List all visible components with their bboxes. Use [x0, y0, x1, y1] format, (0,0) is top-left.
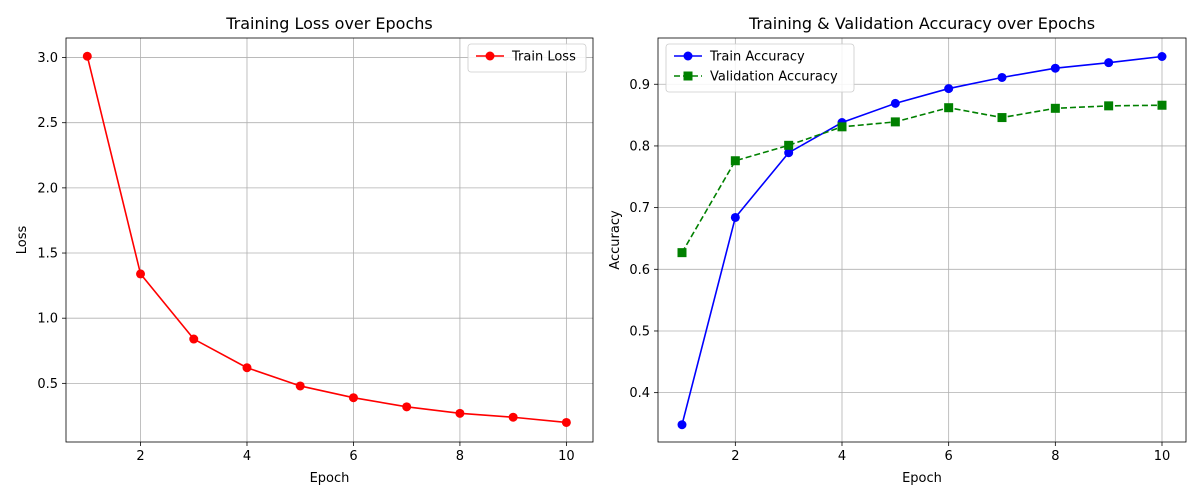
chart-title: Training Loss over Epochs — [225, 14, 433, 33]
data-point — [136, 269, 146, 279]
data-point — [784, 140, 794, 150]
y-tick-label: 0.5 — [37, 377, 58, 392]
data-point — [189, 334, 199, 344]
legend-label: Validation Accuracy — [710, 70, 838, 85]
data-point — [997, 72, 1007, 82]
legend-label: Train Loss — [511, 50, 576, 65]
y-tick-label: 0.7 — [629, 201, 650, 216]
legend-box — [467, 43, 587, 73]
y-tick-label: 0.8 — [629, 139, 650, 154]
x-tick-label: 10 — [1154, 449, 1171, 464]
x-tick-label: 6 — [349, 449, 357, 464]
loss-chart: 2 4 6 8 10 0.5 1.0 1.5 2.0 2.5 3.0 Training Loss ov… — [15, 14, 594, 486]
data-point — [837, 122, 847, 132]
x-tick-label: 10 — [558, 449, 575, 464]
plot-frame — [65, 37, 594, 443]
y-tick-label: 0.9 — [629, 78, 650, 93]
y-tick-label: 0.5 — [629, 324, 650, 339]
data-point — [508, 412, 518, 422]
y-tick-label: 3.0 — [37, 51, 58, 66]
x-tick-label: 8 — [456, 449, 464, 464]
data-point — [455, 408, 465, 418]
data-point — [944, 103, 954, 113]
data-point — [784, 148, 794, 158]
data-point — [944, 84, 954, 94]
x-axis-label: Epoch — [902, 471, 942, 486]
x-tick-label: 2 — [136, 449, 144, 464]
x-tick-label: 2 — [731, 449, 739, 464]
data-point — [730, 212, 740, 222]
plot-frame — [657, 37, 1187, 443]
legend-marker — [683, 71, 693, 81]
data-point — [348, 393, 358, 403]
data-point — [677, 420, 687, 430]
data-point — [561, 417, 571, 427]
data-point — [677, 248, 687, 258]
y-tick-label: 0.6 — [629, 263, 650, 278]
legend-marker — [683, 51, 693, 61]
data-point — [295, 381, 305, 391]
y-tick-label: 1.0 — [37, 312, 58, 327]
legend-label: Train Accuracy — [709, 50, 805, 65]
data-point — [890, 117, 900, 127]
legend-box — [665, 43, 855, 93]
data-point — [242, 363, 252, 373]
data-point — [82, 51, 92, 61]
y-axis-label: Accuracy — [608, 210, 623, 270]
x-tick-label: 8 — [1051, 449, 1059, 464]
x-tick-label: 6 — [945, 449, 953, 464]
x-axis-label: Epoch — [310, 471, 350, 486]
data-point — [1104, 58, 1114, 68]
y-tick-label: 1.5 — [37, 247, 58, 262]
data-point — [890, 98, 900, 108]
chart-title: Training & Validation Accuracy over Epoc… — [748, 14, 1095, 33]
data-point — [1104, 101, 1114, 111]
data-point — [1157, 100, 1167, 110]
y-tick-label: 2.5 — [37, 116, 58, 131]
data-point — [1050, 63, 1060, 73]
data-point — [402, 402, 412, 412]
accuracy-chart: 2 4 6 8 10 0.4 0.5 0.6 0.7 0.8 0.9 Training & Valid… — [608, 14, 1187, 486]
y-axis-label: Loss — [15, 226, 30, 255]
data-point — [730, 156, 740, 166]
data-point — [1157, 52, 1167, 62]
data-point — [1050, 103, 1060, 113]
series-line — [681, 104, 1163, 254]
data-point — [997, 113, 1007, 123]
series-line — [681, 55, 1163, 425]
x-tick-label: 4 — [838, 449, 846, 464]
y-tick-label: 0.4 — [629, 386, 650, 401]
x-tick-label: 4 — [243, 449, 251, 464]
y-tick-label: 2.0 — [37, 181, 58, 196]
legend-marker — [485, 51, 495, 61]
series-line — [86, 56, 567, 424]
